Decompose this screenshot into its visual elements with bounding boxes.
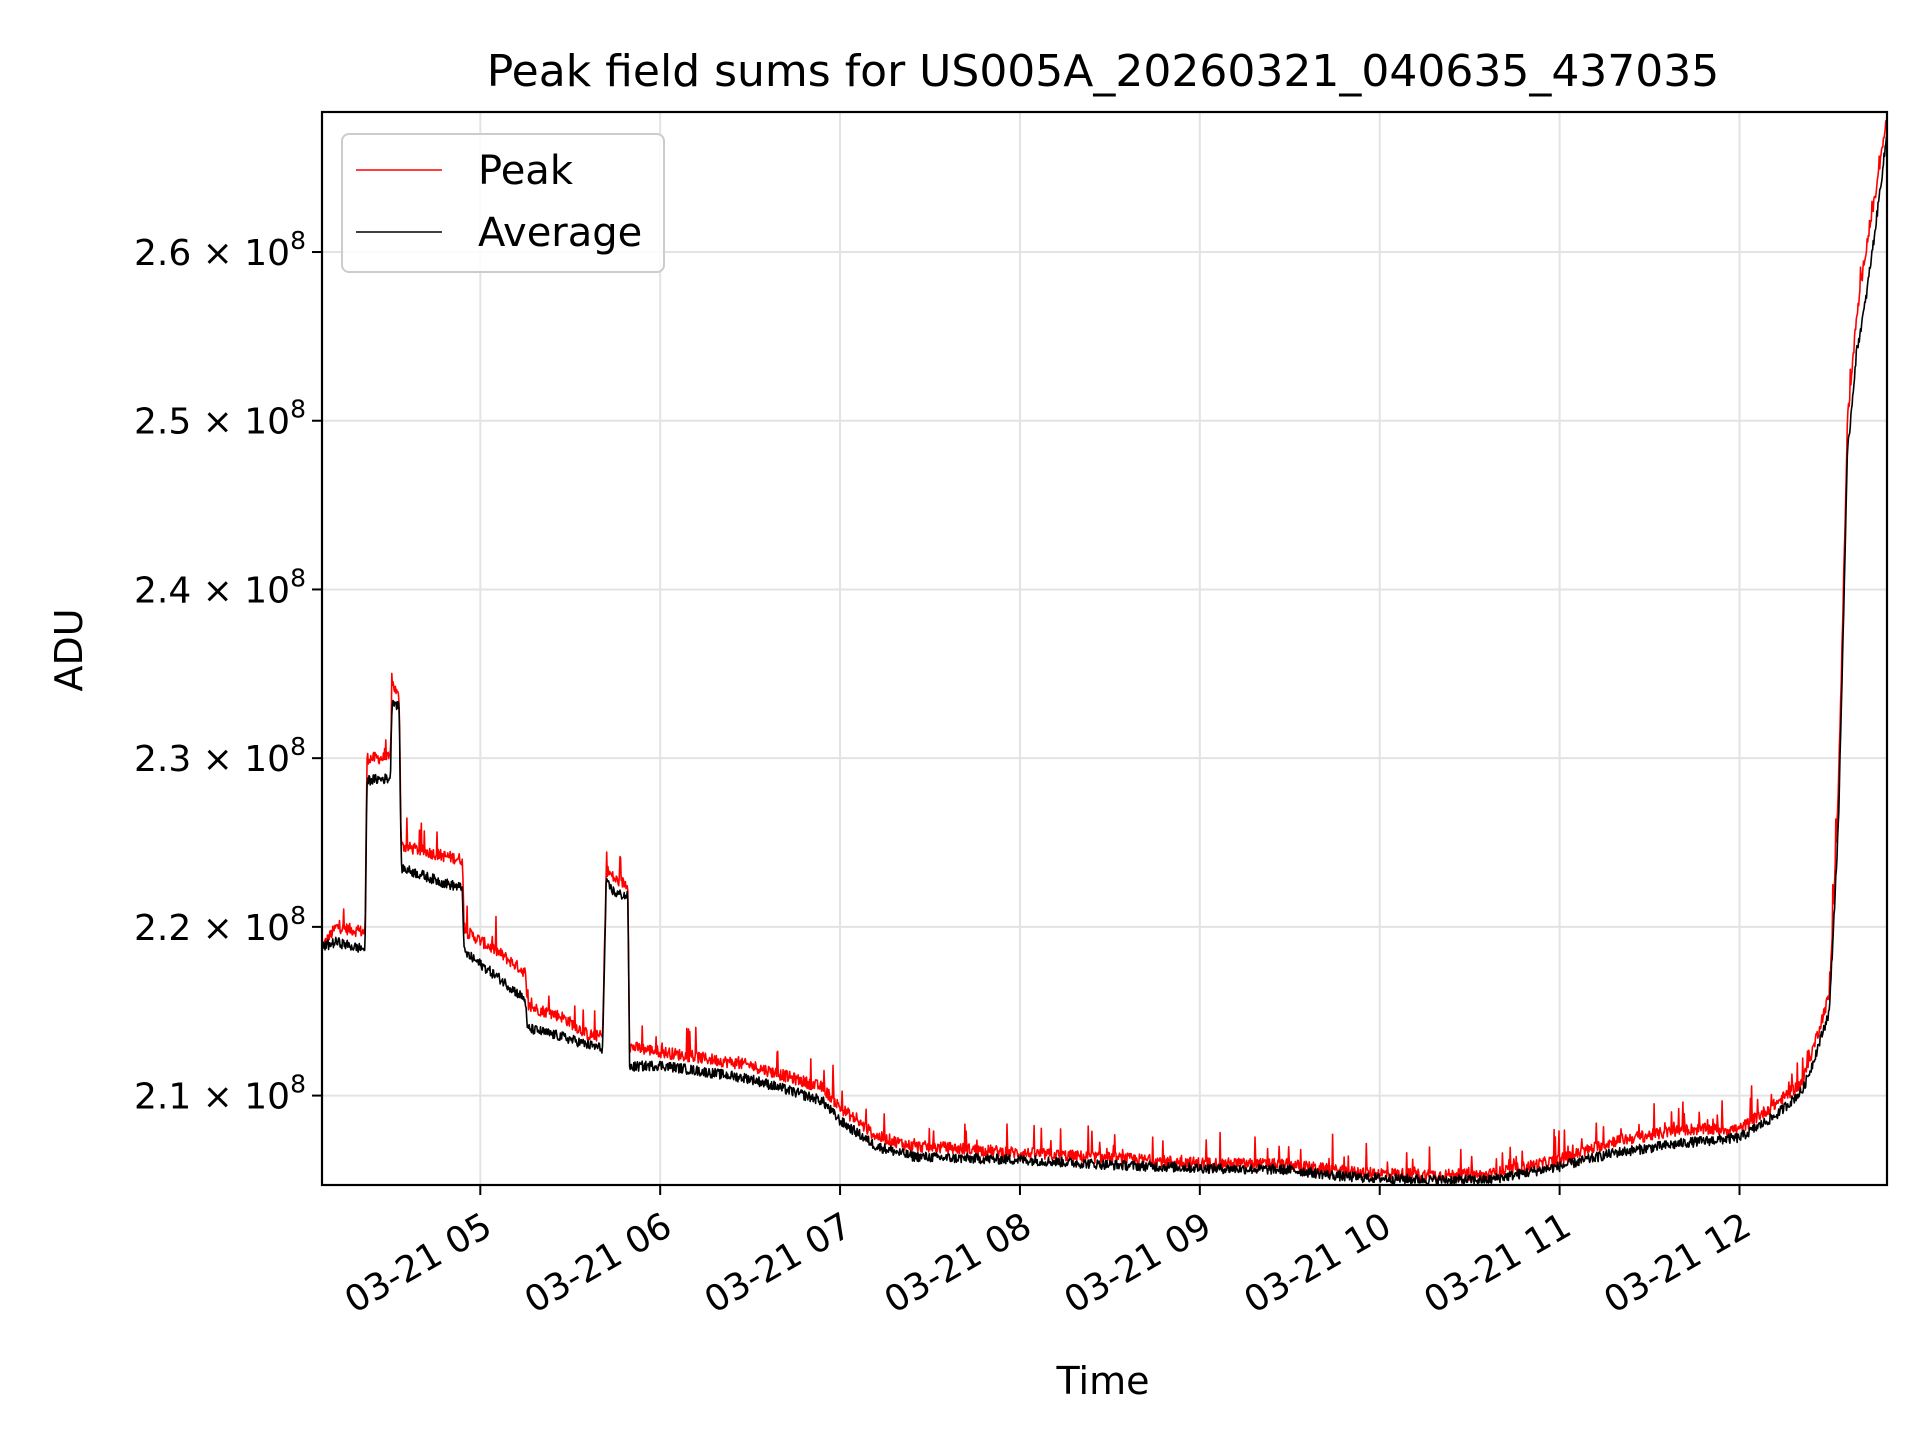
chart-title: Peak field sums for US005A_20260321_0406… — [487, 46, 1720, 97]
y-axis-ticks: 2.1 × 108 2.2 × 108 2.3 × 108 2.4 × 108 2.5 … — [134, 226, 322, 1118]
y-tick-label: 2.2 × 108 — [134, 901, 306, 949]
legend-peak-label: Peak — [478, 148, 574, 194]
peak-series-line — [322, 114, 1887, 1182]
x-axis-label: Time — [1056, 1359, 1150, 1403]
legend: Peak Average — [341, 133, 665, 273]
y-tick-label: 2.5 × 108 — [134, 395, 306, 443]
plot-frame — [320, 110, 1889, 1187]
y-tick-label: 2.6 × 108 — [134, 226, 306, 274]
y-tick-label: 2.4 × 108 — [134, 563, 306, 611]
average-series-line — [322, 134, 1887, 1185]
y-axis-label: ADU — [47, 608, 91, 691]
legend-box — [341, 133, 665, 273]
y-tick-label: 2.1 × 108 — [134, 1070, 306, 1118]
y-tick-label: 2.3 × 108 — [134, 732, 306, 780]
legend-average-label: Average — [478, 210, 642, 256]
